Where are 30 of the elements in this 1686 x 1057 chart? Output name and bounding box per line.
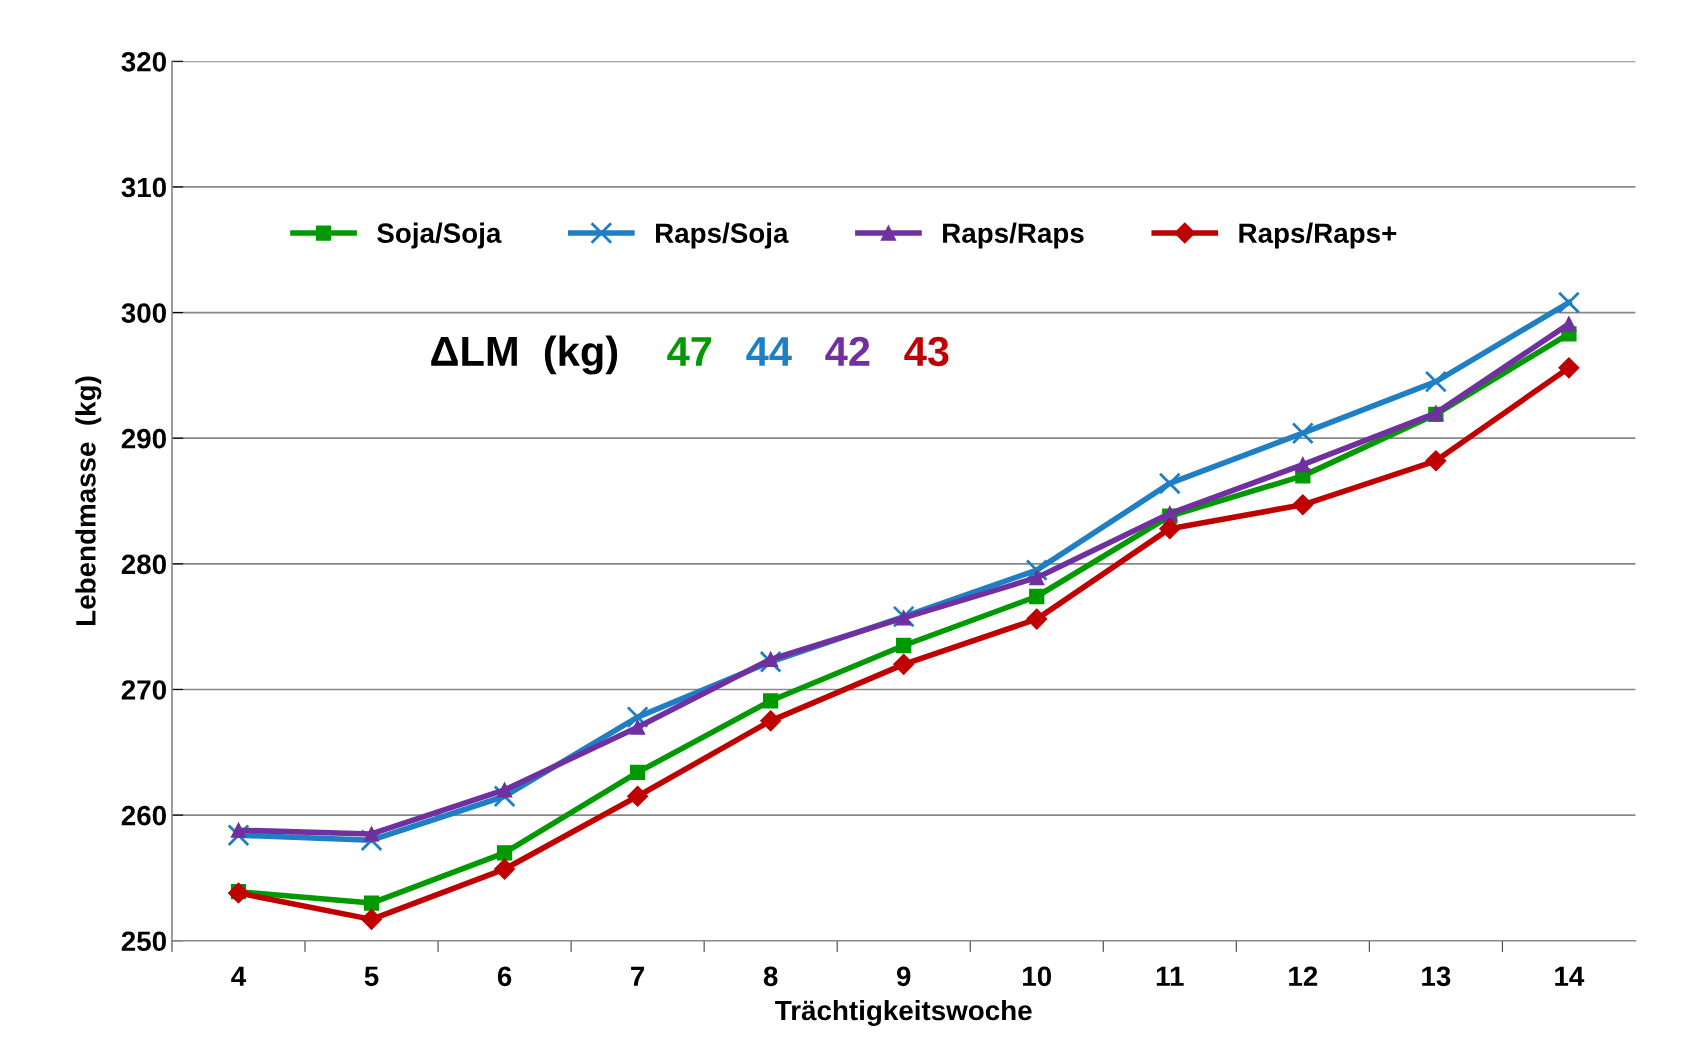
legend-label: Raps/Raps+ (1239, 222, 1397, 249)
legend-label: Raps/Soja (655, 222, 789, 249)
y-tick-label: 310 (121, 177, 166, 198)
y-tick-label: 250 (121, 931, 166, 952)
x-tick-label: 14 (1555, 966, 1585, 986)
x-axis-title: Trächtigkeitswoche (775, 999, 1032, 1026)
x-tick-label: 6 (497, 966, 512, 987)
y-tick-label: 260 (121, 805, 166, 826)
annotation: 44 (746, 337, 792, 366)
x-tick-label: 8 (763, 966, 778, 987)
x-tick-label: 13 (1422, 966, 1451, 987)
y-tick-label: 320 (121, 51, 166, 72)
x-tick-label: 11 (1156, 966, 1184, 986)
y-tick-label: 300 (121, 303, 166, 323)
x-tick-label: 4 (231, 966, 247, 986)
x-tick-label: 12 (1289, 966, 1318, 986)
x-tick-label: 5 (364, 966, 379, 987)
x-tick-label: 10 (1023, 966, 1052, 987)
x-tick-label: 7 (631, 966, 645, 986)
y-tick-label: 280 (121, 554, 166, 575)
annotation: 42 (825, 336, 870, 366)
x-tick-label: 9 (896, 966, 911, 987)
legend-label: Soja/Soja (377, 222, 502, 249)
y-axis-title: Lebendmasse (kg) (75, 376, 102, 625)
y-tick-label: 270 (121, 680, 166, 700)
annotation: ΔLM (kg) (431, 335, 618, 375)
annotation: 43 (904, 336, 949, 367)
annotation: 47 (667, 337, 712, 366)
legend-label: Raps/Raps (943, 222, 1084, 249)
y-tick-label: 290 (121, 428, 166, 449)
